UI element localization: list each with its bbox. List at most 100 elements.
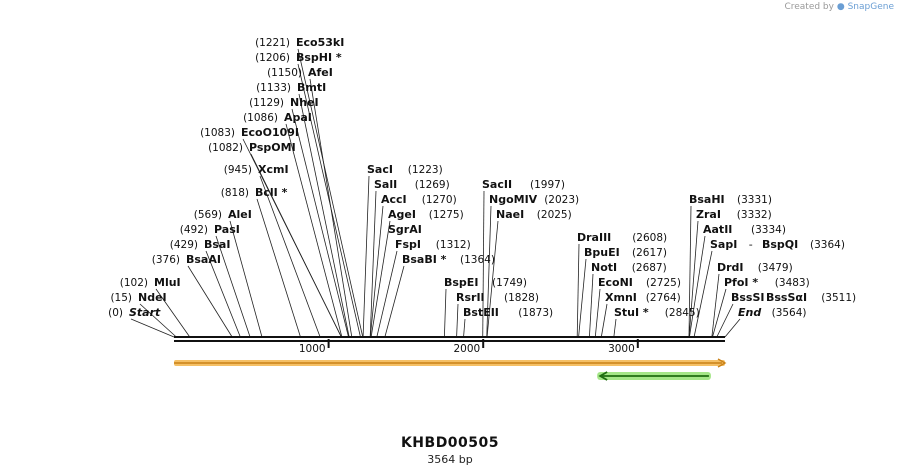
site-position-AccI: (1270)	[422, 194, 457, 206]
site-connector-StuI	[613, 318, 617, 338]
plasmid-name: KHBD00505	[400, 435, 500, 451]
site-connector-NaeI	[486, 220, 499, 338]
site-label-NheI: NheI	[290, 96, 319, 109]
site-connector-End	[724, 318, 741, 338]
ruler-label-1000: 1000	[299, 343, 326, 355]
site-label-BmtI: BmtI	[297, 81, 326, 94]
site-label-NotI: NotI	[591, 261, 617, 274]
site-label-BpuEI: BpuEI	[584, 246, 620, 259]
site-position-DrdI: (3479)	[758, 262, 793, 274]
site-label-AleI: AleI	[228, 208, 252, 221]
site-position-RsrII: (1828)	[504, 292, 539, 304]
site-pair-dash: -	[749, 238, 753, 251]
site-position-AgeI: (1275)	[429, 209, 464, 221]
site-connector-ZraI	[688, 220, 699, 338]
site-position-BpuEI: (2617)	[632, 247, 667, 259]
site-connector-SacI	[362, 175, 370, 338]
site-position-ApaI: (1086)	[243, 112, 278, 124]
site-position-EcoNI: (2725)	[646, 277, 681, 289]
site-label-AccI: AccI	[381, 193, 407, 206]
site-label-AgeI: AgeI	[388, 208, 416, 221]
site-position-BclI: (818)	[221, 187, 249, 199]
site-position-SacII: (1997)	[530, 179, 565, 191]
plasmid-length: 3564 bp	[427, 453, 473, 466]
site-label-SalI: SalI	[374, 178, 397, 191]
site-position-XcmI: (945)	[224, 164, 252, 176]
site-position-AatII: (3334)	[751, 224, 786, 236]
site-position-BspEI: (1749)	[492, 277, 527, 289]
site-label-RsrII: RsrII	[456, 291, 485, 304]
credit-brand: SnapGene	[847, 2, 894, 12]
site-label-XmnI: XmnI	[605, 291, 637, 304]
site-position-NdeI: (15)	[110, 292, 132, 304]
site-position-BssSαI: (3511)	[821, 292, 856, 304]
site-connector-DrdI	[711, 273, 720, 338]
site-label-BsaHI: BsaHI	[689, 193, 725, 206]
site-label-BssSαI: BssSαI	[766, 291, 807, 304]
site-position-End: (3564)	[772, 307, 807, 319]
site-connector-AccI	[369, 205, 384, 338]
site-connector-XcmI	[259, 175, 321, 338]
site-label-FspI: FspI	[395, 238, 421, 251]
site-position-AleI: (569)	[194, 209, 222, 221]
site-connector-BspEI	[443, 288, 447, 338]
site-connector-AgeI	[370, 220, 391, 338]
site-label-End: End	[738, 306, 761, 319]
snapgene-credit: Created by ● SnapGene	[784, 2, 894, 12]
site-pair-dash: -	[777, 291, 781, 304]
site-label-AfeI: AfeI	[308, 66, 333, 79]
site-label-SacI: SacI	[367, 163, 393, 176]
site-label-SacII: SacII	[482, 178, 512, 191]
site-position-BspQI: (3364)	[810, 239, 845, 251]
site-connector-AatII	[689, 235, 706, 338]
site-position-BstEII: (1873)	[518, 307, 553, 319]
site-connector-PasI	[215, 235, 251, 338]
site-connector-BstEII	[463, 318, 466, 338]
site-connector-ApaI	[285, 123, 343, 338]
site-label-BclI: BclI *	[255, 186, 288, 199]
site-label-NgoMIV: NgoMIV	[489, 193, 538, 206]
site-position-FspI: (1312)	[436, 239, 471, 251]
site-connector-BssSI	[716, 303, 734, 338]
snapgene-logo-icon: ●	[836, 2, 845, 12]
site-position-ZraI: (3332)	[737, 209, 772, 221]
site-label-AatII: AatII	[703, 223, 732, 236]
site-label-BsaI: BsaI	[204, 238, 230, 251]
site-connector-NdeI	[139, 303, 177, 338]
site-position-PfoI: (3483)	[775, 277, 810, 289]
feature-arrowhead-green-feature	[598, 371, 608, 381]
site-connector-PfoI	[712, 288, 727, 338]
site-connector-AleI	[229, 220, 263, 338]
site-position-BsaHI: (3331)	[737, 194, 772, 206]
site-position-StuI: (2845)	[665, 307, 700, 319]
site-position-BsaBI: (1364)	[460, 254, 495, 266]
site-position-PasI: (492)	[180, 224, 208, 236]
site-connector-NotI	[589, 273, 594, 338]
site-connector-EcoNI	[594, 288, 601, 338]
site-connector-NheI	[291, 108, 349, 338]
site-connector-Eco53kI	[297, 48, 364, 338]
site-label-PasI: PasI	[214, 223, 240, 236]
site-position-EcoO109I: (1083)	[200, 127, 235, 139]
site-connector-BclI	[256, 198, 301, 338]
credit-prefix: Created by	[784, 2, 834, 12]
site-label-BspHI: BspHI *	[296, 51, 342, 64]
site-position-NaeI: (2025)	[537, 209, 572, 221]
site-label-XcmI: XcmI	[258, 163, 289, 176]
site-label-MluI: MluI	[154, 276, 181, 289]
site-position-NgoMIV: (2023)	[544, 194, 579, 206]
site-position-DraIII: (2608)	[632, 232, 667, 244]
site-position-XmnI: (2764)	[646, 292, 681, 304]
site-label-DrdI: DrdI	[717, 261, 744, 274]
site-position-NotI: (2687)	[632, 262, 667, 274]
site-label-NaeI: NaeI	[496, 208, 524, 221]
site-label-NdeI: NdeI	[138, 291, 167, 304]
site-label-BsaAI: BsaAI	[186, 253, 221, 266]
site-connector-PspOMI	[250, 153, 342, 338]
site-label-Eco53kI: Eco53kI	[296, 36, 344, 49]
site-position-PspOMI: (1082)	[208, 142, 243, 154]
site-label-ZraI: ZraI	[696, 208, 721, 221]
site-label-EcoO109I: EcoO109I	[241, 126, 299, 139]
site-connector-MluI	[155, 288, 191, 338]
